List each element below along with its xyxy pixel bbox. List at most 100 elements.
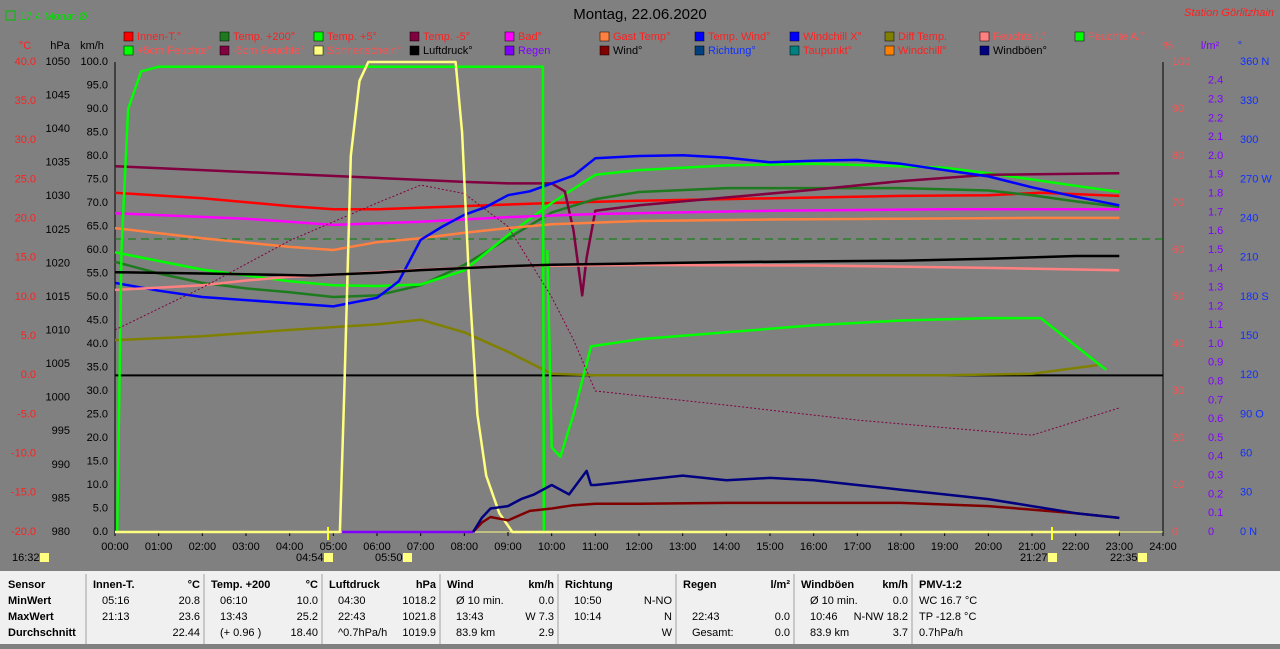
cell-time: TP -12.8 °C	[919, 611, 976, 623]
y-tick-label: 1040	[46, 123, 70, 135]
row-label: MinWert	[8, 595, 52, 607]
axis-unit: °C	[19, 40, 31, 52]
column-unit: hPa	[416, 579, 437, 591]
x-tick-label: 22:00	[1062, 541, 1090, 553]
cell-time: (+ 0.96 )	[220, 627, 261, 639]
x-tick-label: 14:00	[713, 541, 741, 553]
column-unit: km/h	[882, 579, 908, 591]
legend-swatch	[313, 45, 324, 56]
x-tick-label: 24:00	[1149, 541, 1177, 553]
y-tick-label: 150	[1240, 330, 1258, 342]
legend-swatch	[409, 31, 420, 42]
y-tick-label: 60	[1240, 448, 1252, 460]
legend-label: Innen-T.°	[137, 31, 181, 43]
series-line	[114, 216, 1120, 252]
cell-value: N-NW 18.2	[854, 611, 908, 623]
x-tick-label: 23:00	[1106, 541, 1134, 553]
column-title: Wind	[447, 579, 474, 591]
x-tick-label: 05:00	[320, 541, 348, 553]
x-tick-label: 06:00	[363, 541, 391, 553]
x-tick-label: 01:00	[145, 541, 173, 553]
y-tick-label: 1.0	[1208, 338, 1223, 350]
y-tick-label: 60.0	[87, 244, 108, 256]
y-tick-label: 50.0	[87, 291, 108, 303]
cell-value: 0.0	[539, 595, 554, 607]
y-tick-label: 1.8	[1208, 188, 1223, 200]
time-annotation: 05:50	[375, 552, 403, 564]
y-tick-label: 0.3	[1208, 470, 1223, 482]
series-line	[472, 469, 1120, 533]
y-tick-label: 1.1	[1208, 319, 1223, 331]
y-tick-label: 30	[1240, 487, 1252, 499]
legend-swatch	[1074, 31, 1085, 42]
legend-swatch	[409, 45, 420, 56]
y-tick-label: -20.0	[11, 526, 36, 538]
x-tick-label: 11:00	[582, 541, 609, 553]
y-tick-label: 180 S	[1240, 291, 1269, 303]
y-tick-label: 75.0	[87, 173, 108, 185]
sun-icon	[40, 553, 49, 562]
y-tick-label: 2.0	[1208, 150, 1223, 162]
time-annotation: 21:27	[1020, 552, 1048, 564]
legend-label: Wind°	[613, 45, 642, 57]
legend-label: Temp. +200°	[233, 31, 295, 43]
column-title: Luftdruck	[329, 579, 381, 591]
y-tick-label: 1020	[46, 257, 70, 269]
cell-time: 22:43	[338, 611, 366, 623]
y-tick-label: 50	[1172, 291, 1184, 303]
y-tick-label: -10.0	[11, 448, 36, 460]
legend-swatch	[694, 31, 705, 42]
station-name: Station Görlitzhain	[1184, 7, 1274, 19]
cell-value: 1021.8	[402, 611, 436, 623]
cell-value: 0.0	[775, 627, 790, 639]
legend-swatch	[599, 45, 610, 56]
cell-value: 18.40	[290, 627, 318, 639]
y-tick-label: 45.0	[87, 314, 108, 326]
y-tick-label: 30.0	[87, 385, 108, 397]
axis-unit: °	[1238, 40, 1242, 52]
y-tick-label: 1010	[46, 324, 70, 336]
x-tick-label: 04:00	[276, 541, 304, 553]
y-tick-label: 0.0	[93, 526, 108, 538]
y-tick-label: 300	[1240, 134, 1258, 146]
series-line	[114, 318, 1098, 377]
y-tick-label: 985	[52, 492, 70, 504]
y-tick-label: 1045	[46, 89, 70, 101]
y-tick-label: 70.0	[87, 197, 108, 209]
cell-time: 0.7hPa/h	[919, 627, 963, 639]
series-line	[546, 249, 1107, 459]
y-tick-label: 1.3	[1208, 282, 1223, 294]
y-tick-label: 1025	[46, 224, 70, 236]
y-tick-label: 10	[1172, 479, 1184, 491]
x-tick-label: 02:00	[189, 541, 217, 553]
legend-swatch	[313, 31, 324, 42]
series-line	[114, 153, 1120, 308]
y-tick-label: 0.7	[1208, 394, 1223, 406]
cell-time: 10:46	[810, 611, 838, 623]
legend-swatch	[123, 31, 134, 42]
cell-value: 3.7	[893, 627, 908, 639]
avg-icon	[5, 10, 16, 21]
legend-label: Sonnenschein°	[327, 45, 401, 57]
cell-time: 21:13	[102, 611, 130, 623]
column-title: Richtung	[565, 579, 613, 591]
time-annotation: 22:35	[1110, 552, 1138, 564]
x-tick-label: 18:00	[887, 541, 915, 553]
cell-value: 25.2	[297, 611, 318, 623]
y-tick-label: 100.0	[80, 56, 108, 68]
y-tick-label: 1005	[46, 358, 70, 370]
y-tick-label: 20.0	[87, 432, 108, 444]
y-tick-label: 20	[1172, 432, 1184, 444]
y-tick-label: 80.0	[87, 150, 108, 162]
y-tick-label: 1030	[46, 190, 70, 202]
y-tick-label: 1035	[46, 157, 70, 169]
cell-value: 1019.9	[402, 627, 436, 639]
y-tick-label: 10.0	[87, 479, 108, 491]
y-tick-label: 30.0	[15, 134, 36, 146]
cell-time: 04:30	[338, 595, 366, 607]
y-tick-label: 10.0	[15, 291, 36, 303]
cell-time: 13:43	[220, 611, 248, 623]
cell-value: W 7.3	[525, 611, 554, 623]
column-unit: l/m²	[770, 579, 790, 591]
